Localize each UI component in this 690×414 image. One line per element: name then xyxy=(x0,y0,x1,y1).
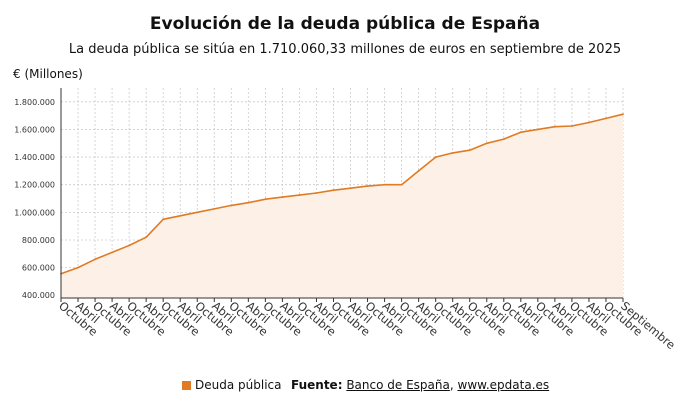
y-tick-label: 1.000.000 xyxy=(14,208,55,217)
series-point xyxy=(196,211,199,214)
series-point xyxy=(315,192,318,194)
series-point xyxy=(213,207,216,210)
series-point xyxy=(94,258,96,261)
series-point xyxy=(571,125,573,127)
series-point xyxy=(502,138,505,141)
series-point xyxy=(145,236,148,239)
series-area-fill xyxy=(61,114,623,298)
chart-subtitle: La deuda pública se sitúa en 1.710.060,3… xyxy=(68,42,622,57)
y-tick-label: 800.000 xyxy=(22,236,55,245)
y-tick-label: 1.800.000 xyxy=(14,98,55,107)
series-point xyxy=(128,244,131,247)
series-point xyxy=(349,187,352,190)
series-point xyxy=(451,152,454,154)
series-point xyxy=(605,117,607,120)
source-prefix: Fuente: xyxy=(291,378,343,392)
series-point xyxy=(485,142,488,145)
series-point xyxy=(281,196,284,199)
series-point xyxy=(417,169,420,172)
series-point xyxy=(366,185,369,187)
y-tick-label: 1.600.000 xyxy=(14,125,55,134)
series-point xyxy=(264,198,267,201)
series-point xyxy=(162,218,165,221)
legend-swatch xyxy=(182,380,191,390)
series-point xyxy=(400,183,403,186)
series-point xyxy=(468,149,471,152)
y-tick-labels: 400.000 600.000 800.000 1.000.000 1.200.000 1… xyxy=(14,98,55,300)
area-layer xyxy=(60,113,624,298)
y-tick-label: 1.200.000 xyxy=(14,181,55,190)
y-tick-label: 400.000 xyxy=(22,291,55,300)
legend-label: Deuda pública xyxy=(195,378,282,392)
series-point xyxy=(332,189,335,192)
chart-title: Evolución de la deuda pública de España xyxy=(149,14,541,34)
series-point xyxy=(298,194,301,196)
series-point xyxy=(247,201,250,204)
legend: Deuda pública xyxy=(182,378,281,392)
x-tick-labels: OctubreAbrilOctubreAbrilOctubreAbrilOctu… xyxy=(56,299,678,352)
series-point xyxy=(77,266,79,269)
source-separator: , xyxy=(449,378,454,392)
series-point xyxy=(622,113,624,116)
y-tick-label: 1.400.000 xyxy=(14,153,55,162)
y-tick-label: 600.000 xyxy=(22,264,55,273)
source-link[interactable]: Banco de España xyxy=(346,378,450,392)
series-point xyxy=(588,121,590,124)
series-point xyxy=(230,204,233,207)
series-point xyxy=(536,128,539,131)
y-axis-label: € (Millones) xyxy=(13,67,83,81)
source-note: Fuente: Banco de España, www.epdata.es xyxy=(291,378,549,392)
series-point xyxy=(179,214,182,217)
series-point xyxy=(553,125,556,128)
epdata-link[interactable]: www.epdata.es xyxy=(457,378,550,392)
series-point xyxy=(111,251,113,254)
axes xyxy=(60,88,624,302)
series-line xyxy=(60,113,624,275)
series-point xyxy=(383,183,386,186)
series-point xyxy=(519,131,522,134)
series-point xyxy=(434,156,437,158)
